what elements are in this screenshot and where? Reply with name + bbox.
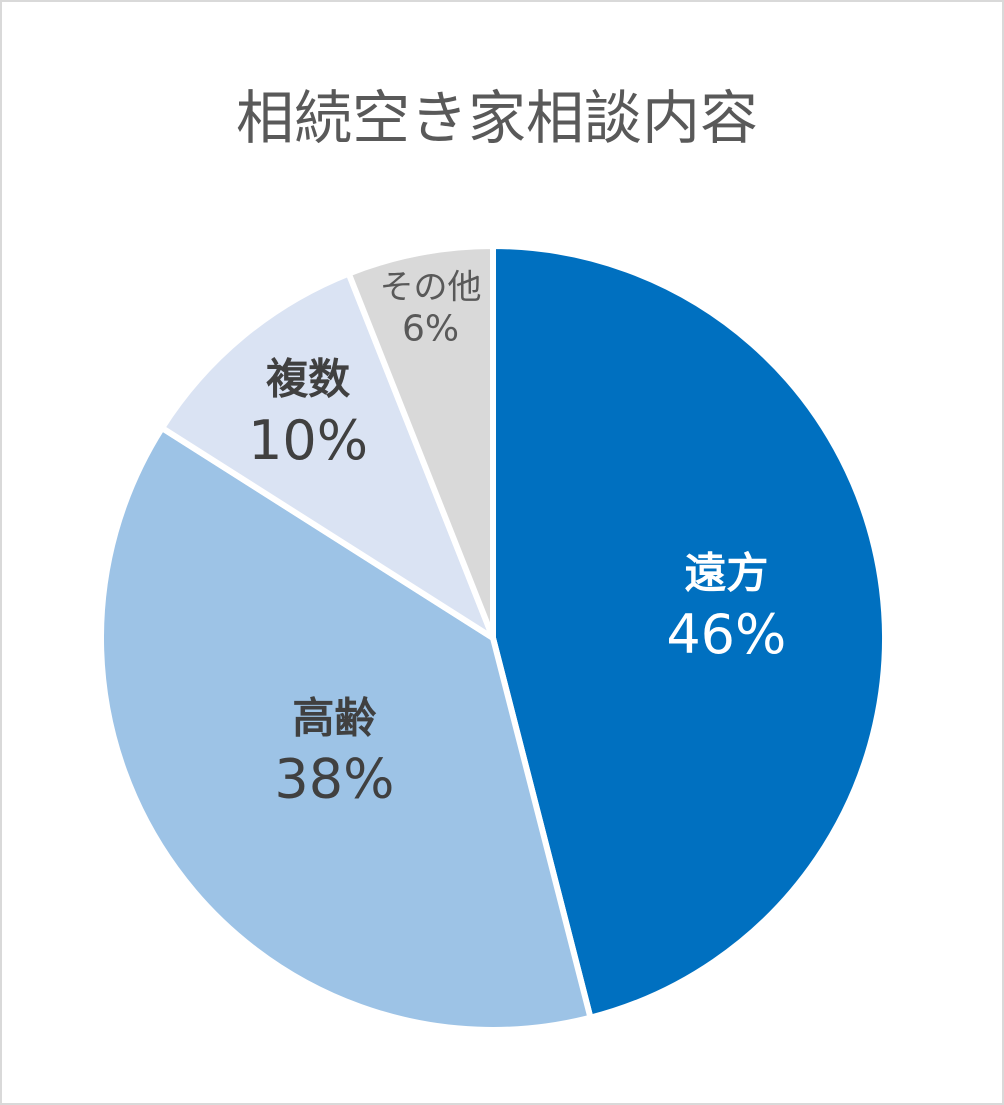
slice-name: 遠方 (684, 549, 768, 598)
pie-slice (98, 424, 594, 1033)
slice-name: その他 (380, 268, 482, 308)
slice-name: 複数 (266, 355, 350, 404)
data-label: 46% (666, 603, 786, 666)
data-label: 10% (248, 409, 368, 472)
chart-title: 相続空き家相談内容 (236, 84, 758, 152)
pie-slice (490, 243, 888, 1021)
data-label: 6% (402, 309, 459, 350)
slice-name: 高齢 (292, 693, 376, 742)
pie-slice (159, 270, 496, 641)
pie-slice (345, 243, 496, 641)
data-label: 38% (274, 748, 394, 811)
